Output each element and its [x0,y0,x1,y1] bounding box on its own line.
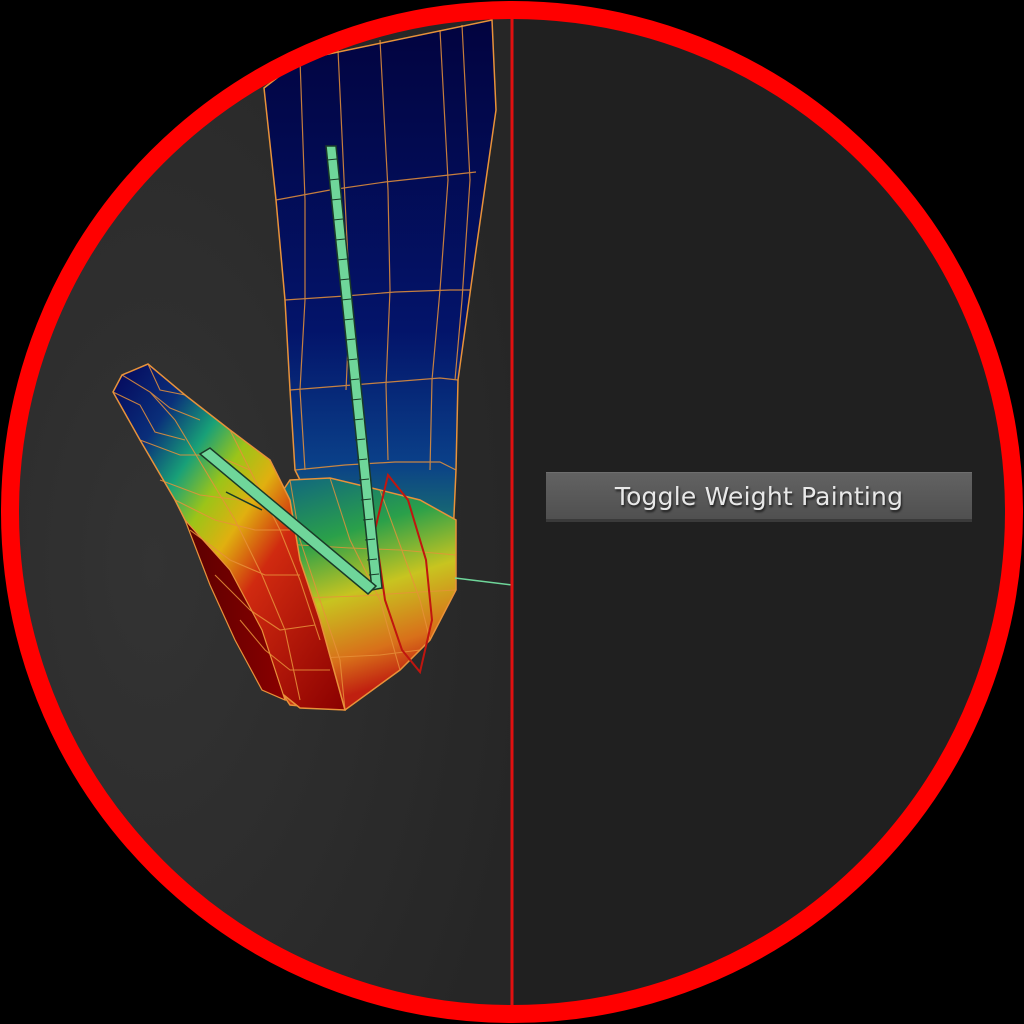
tooltip-text: Toggle Weight Painting [614,481,904,511]
bone-relation-line [454,577,513,586]
bone-icon [325,145,383,591]
forearm-mesh [112,363,346,711]
bone-icon [198,447,378,596]
tooltip: Toggle Weight Painting [546,472,972,522]
